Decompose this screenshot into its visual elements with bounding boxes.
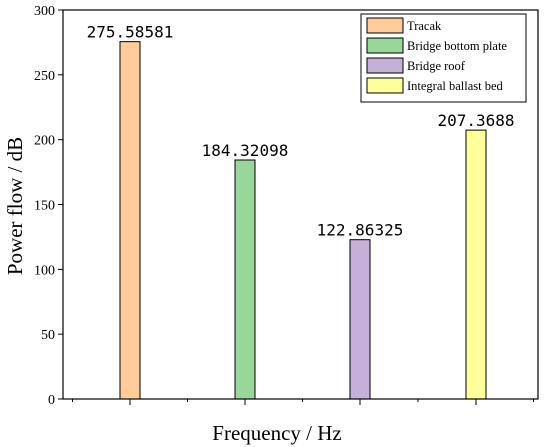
y-axis-title: Power flow / dB — [3, 137, 27, 275]
bar-value-label: 122.86325 — [317, 221, 404, 240]
legend-swatch — [366, 37, 404, 54]
y-tick-label: 150 — [34, 199, 55, 214]
legend-swatch — [366, 17, 404, 34]
y-tick-label: 300 — [34, 4, 55, 19]
legend-label: Tracak — [407, 19, 442, 33]
y-tick-label: 250 — [34, 69, 55, 84]
legend-label: Bridge bottom plate — [407, 39, 507, 53]
bar — [465, 129, 487, 400]
legend: Tracak Bridge bottom plate Bridge roof Inte… — [360, 13, 527, 103]
y-tick-label: 100 — [34, 263, 55, 278]
legend-swatch — [366, 77, 404, 94]
axes-layer: 0 50 100 150 200 250 300 — [34, 4, 539, 408]
legend-label: Bridge roof — [407, 59, 466, 73]
legend-swatch — [366, 57, 404, 74]
bar — [349, 239, 371, 400]
bar-value-label: 184.32098 — [202, 141, 289, 160]
legend-label: Integral ballast bed — [407, 79, 504, 93]
x-axis-title: Frequency / Hz — [212, 421, 341, 445]
y-tick-label: 50 — [41, 328, 55, 343]
bars-layer — [119, 41, 487, 400]
bar — [119, 41, 141, 400]
y-tick-label: 0 — [48, 393, 55, 408]
bar-value-label: 275.58581 — [87, 23, 174, 42]
y-tick-label: 200 — [34, 134, 55, 149]
data-labels-layer: 275.58581 184.32098 122.86325 207.3688 — [87, 23, 515, 240]
bar-value-label: 207.3688 — [437, 111, 514, 130]
bar — [234, 159, 256, 400]
